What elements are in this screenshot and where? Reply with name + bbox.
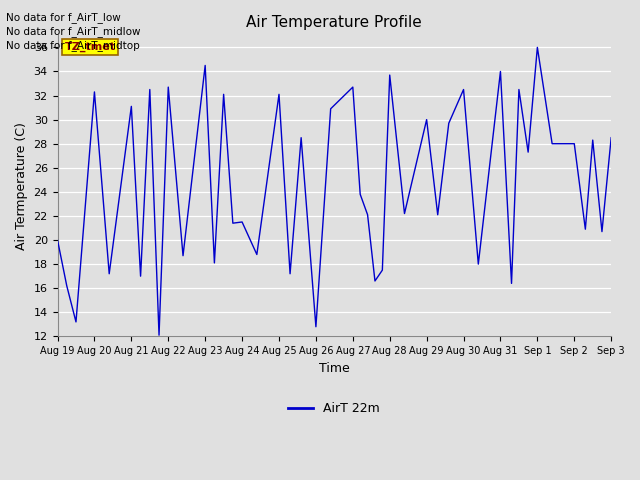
Y-axis label: Air Termperature (C): Air Termperature (C) [15, 122, 28, 250]
X-axis label: Time: Time [319, 361, 349, 375]
Legend: AirT 22m: AirT 22m [284, 397, 385, 420]
Text: TZ_tmet: TZ_tmet [65, 42, 115, 52]
Text: No data for f_AirT_low
No data for f_AirT_midlow
No data for f_AirT_midtop: No data for f_AirT_low No data for f_Air… [6, 12, 141, 51]
Title: Air Temperature Profile: Air Temperature Profile [246, 15, 422, 30]
